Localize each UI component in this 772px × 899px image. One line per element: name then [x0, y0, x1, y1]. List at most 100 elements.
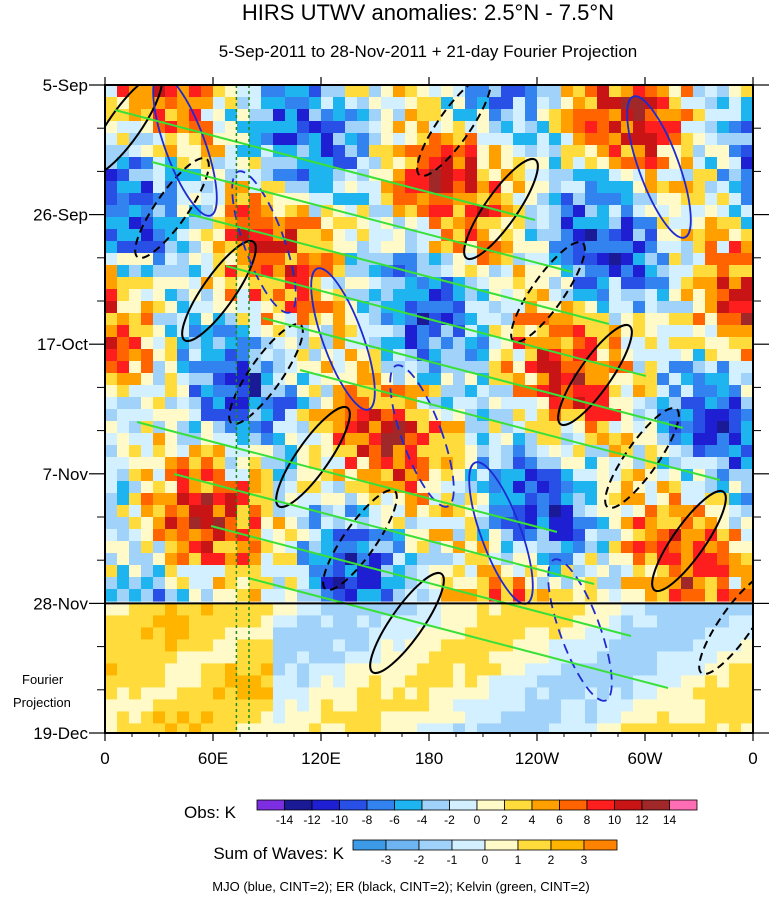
obs-cell — [465, 325, 478, 338]
obs-cell — [489, 157, 502, 170]
projection-cell — [561, 711, 574, 724]
obs-cell — [405, 361, 418, 374]
obs-cell — [657, 277, 670, 290]
obs-cell — [525, 469, 538, 482]
obs-cell — [657, 565, 670, 578]
obs-cell — [141, 157, 154, 170]
obs-cell — [657, 145, 670, 158]
obs-cell — [729, 565, 742, 578]
obs-cell — [597, 97, 610, 110]
obs-cell — [105, 277, 118, 290]
projection-cell — [225, 699, 238, 712]
obs-cell — [693, 97, 706, 110]
projection-cell — [609, 639, 622, 652]
obs-cell — [513, 589, 526, 602]
obs-cell — [645, 349, 658, 362]
mjo-contour — [231, 170, 297, 314]
obs-cell — [249, 301, 262, 314]
obs-cell — [669, 133, 682, 146]
projection-cell — [489, 711, 502, 724]
obs-cell — [597, 109, 610, 122]
projection-cell — [213, 639, 226, 652]
obs-cell — [501, 301, 514, 314]
projection-cell — [537, 675, 550, 688]
obs-cell — [393, 325, 406, 338]
obs-cell — [549, 529, 562, 542]
projection-cell — [549, 687, 562, 700]
obs-cell — [549, 205, 562, 218]
obs-cell — [141, 313, 154, 326]
projection-cell — [741, 627, 753, 640]
obs-cell — [609, 385, 622, 398]
x-tick-label: 60E — [198, 749, 228, 768]
obs-cell — [237, 421, 250, 434]
obs-cell — [669, 265, 682, 278]
obs-cell — [453, 493, 466, 506]
projection-cell — [429, 711, 442, 724]
obs-cell — [153, 577, 166, 590]
projection-cell — [705, 687, 718, 700]
obs-cell — [357, 109, 370, 122]
obs-cell — [609, 265, 622, 278]
obs-cell — [633, 289, 646, 302]
obs-cell — [333, 505, 346, 518]
obs-cell — [597, 565, 610, 578]
obs-colorbar-level-label: 6 — [556, 813, 563, 827]
projection-cell — [669, 675, 682, 688]
obs-cell — [609, 229, 622, 242]
projection-cell — [321, 627, 334, 640]
obs-cell — [489, 337, 502, 350]
projection-cell — [405, 663, 418, 676]
obs-cell — [729, 301, 742, 314]
obs-cell — [537, 493, 550, 506]
obs-cell — [585, 553, 598, 566]
obs-cell — [381, 589, 394, 602]
obs-cell — [633, 277, 646, 290]
obs-cell — [429, 421, 442, 434]
obs-cell — [177, 325, 190, 338]
projection-cell — [417, 687, 430, 700]
obs-cell — [165, 529, 178, 542]
obs-cell — [561, 205, 574, 218]
projection-cell — [717, 675, 730, 688]
obs-cell — [357, 85, 370, 98]
obs-cell — [585, 121, 598, 134]
obs-cell — [405, 325, 418, 338]
projection-cell — [297, 723, 310, 733]
obs-cell — [177, 529, 190, 542]
obs-cell — [297, 181, 310, 194]
obs-cell — [249, 169, 262, 182]
obs-cell — [609, 541, 622, 554]
projection-cell — [501, 651, 514, 664]
obs-cell — [441, 337, 454, 350]
obs-colorbar-level-label: 2 — [501, 813, 508, 827]
projection-cell — [441, 675, 454, 688]
projection-cell — [261, 603, 274, 616]
obs-cell — [669, 577, 682, 590]
projection-cell — [201, 675, 214, 688]
projection-cell — [141, 651, 154, 664]
obs-cell — [249, 205, 262, 218]
projection-cell — [357, 627, 370, 640]
obs-cell — [237, 493, 250, 506]
obs-cell — [405, 481, 418, 494]
projection-cell — [165, 675, 178, 688]
obs-cell — [237, 97, 250, 110]
projection-cell — [393, 723, 406, 733]
obs-cell — [393, 205, 406, 218]
obs-cell — [309, 577, 322, 590]
obs-cell — [729, 121, 742, 134]
obs-cell — [717, 409, 730, 422]
obs-cell — [477, 157, 490, 170]
obs-cell — [129, 289, 142, 302]
obs-cell — [741, 577, 753, 590]
projection-cell — [213, 675, 226, 688]
x-tick-label: 120E — [301, 749, 341, 768]
obs-cell — [357, 121, 370, 134]
projection-cell — [141, 639, 154, 652]
obs-cell — [681, 253, 694, 266]
obs-cell — [393, 577, 406, 590]
obs-cell — [189, 85, 202, 98]
obs-cell — [273, 169, 286, 182]
obs-cell — [129, 337, 142, 350]
